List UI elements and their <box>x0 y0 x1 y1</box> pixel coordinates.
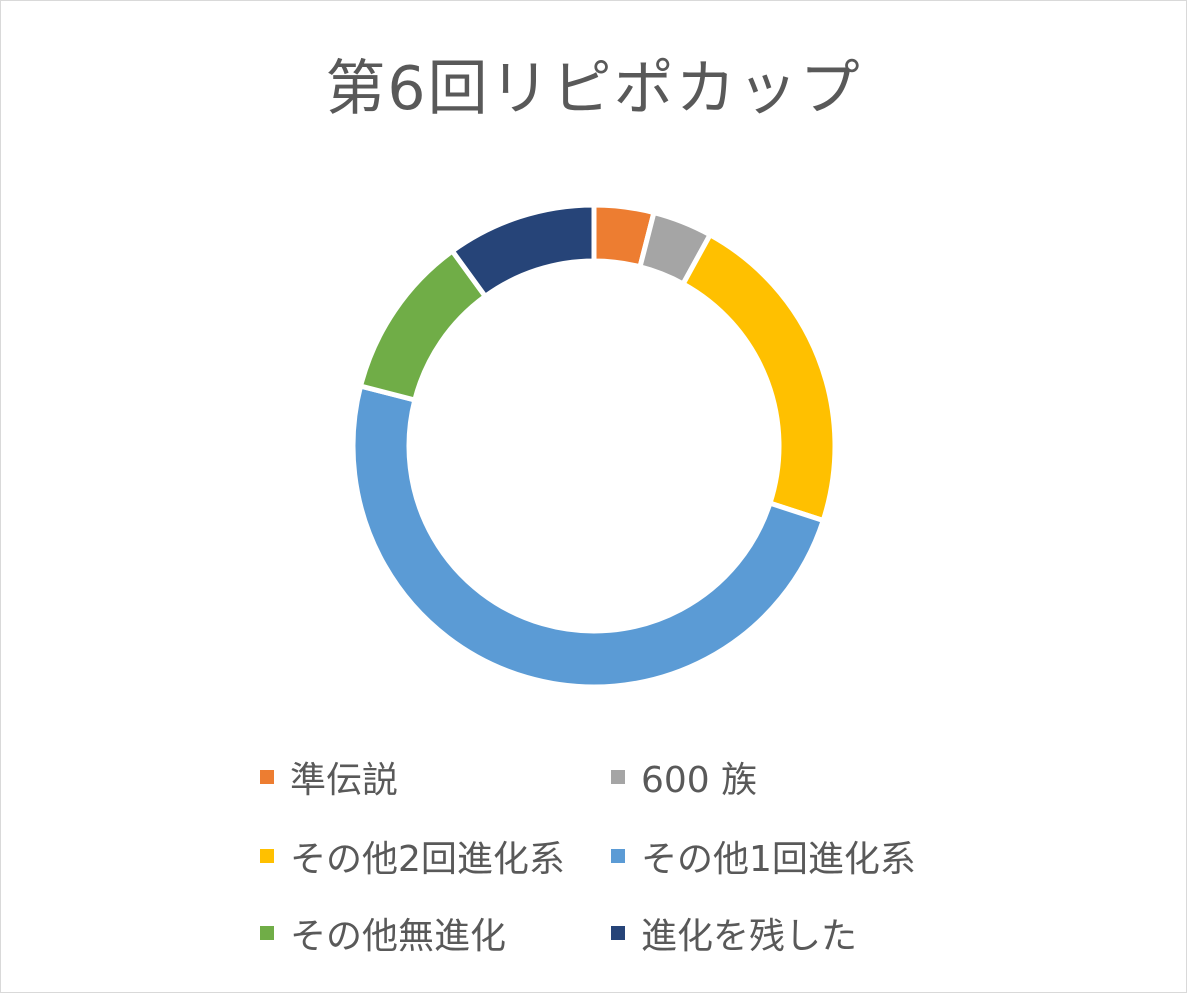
legend-swatch <box>260 926 274 940</box>
donut-slice-5 <box>448 202 597 300</box>
chart-title: 第6回リピポカップ <box>325 54 862 124</box>
legend-label: その他無進化 <box>290 916 507 957</box>
legend-label: 進化を残した <box>641 916 858 957</box>
legend-label: その他1回進化系 <box>641 839 916 880</box>
legend-item-other-2-stage: その他2回進化系 <box>260 834 565 880</box>
legend-label: 準伝説 <box>290 760 399 801</box>
donut-slice-3 <box>350 383 827 690</box>
legend-swatch <box>260 770 274 784</box>
legend-swatch <box>611 770 625 784</box>
legend-swatch <box>611 849 625 863</box>
legend-label: 600 族 <box>641 760 758 801</box>
legend-item-600-zoku: 600 族 <box>611 755 757 801</box>
legend-item-can-evolve: 進化を残した <box>611 911 857 957</box>
legend-item-jundensetsu: 準伝説 <box>260 755 398 801</box>
legend-item-other-1-stage: その他1回進化系 <box>611 834 916 880</box>
legend-swatch <box>611 926 625 940</box>
donut-slice-2 <box>679 231 838 524</box>
legend-label: その他2回進化系 <box>290 839 565 880</box>
legend-item-other-no-evolution: その他無進化 <box>260 911 506 957</box>
legend-swatch <box>260 849 274 863</box>
